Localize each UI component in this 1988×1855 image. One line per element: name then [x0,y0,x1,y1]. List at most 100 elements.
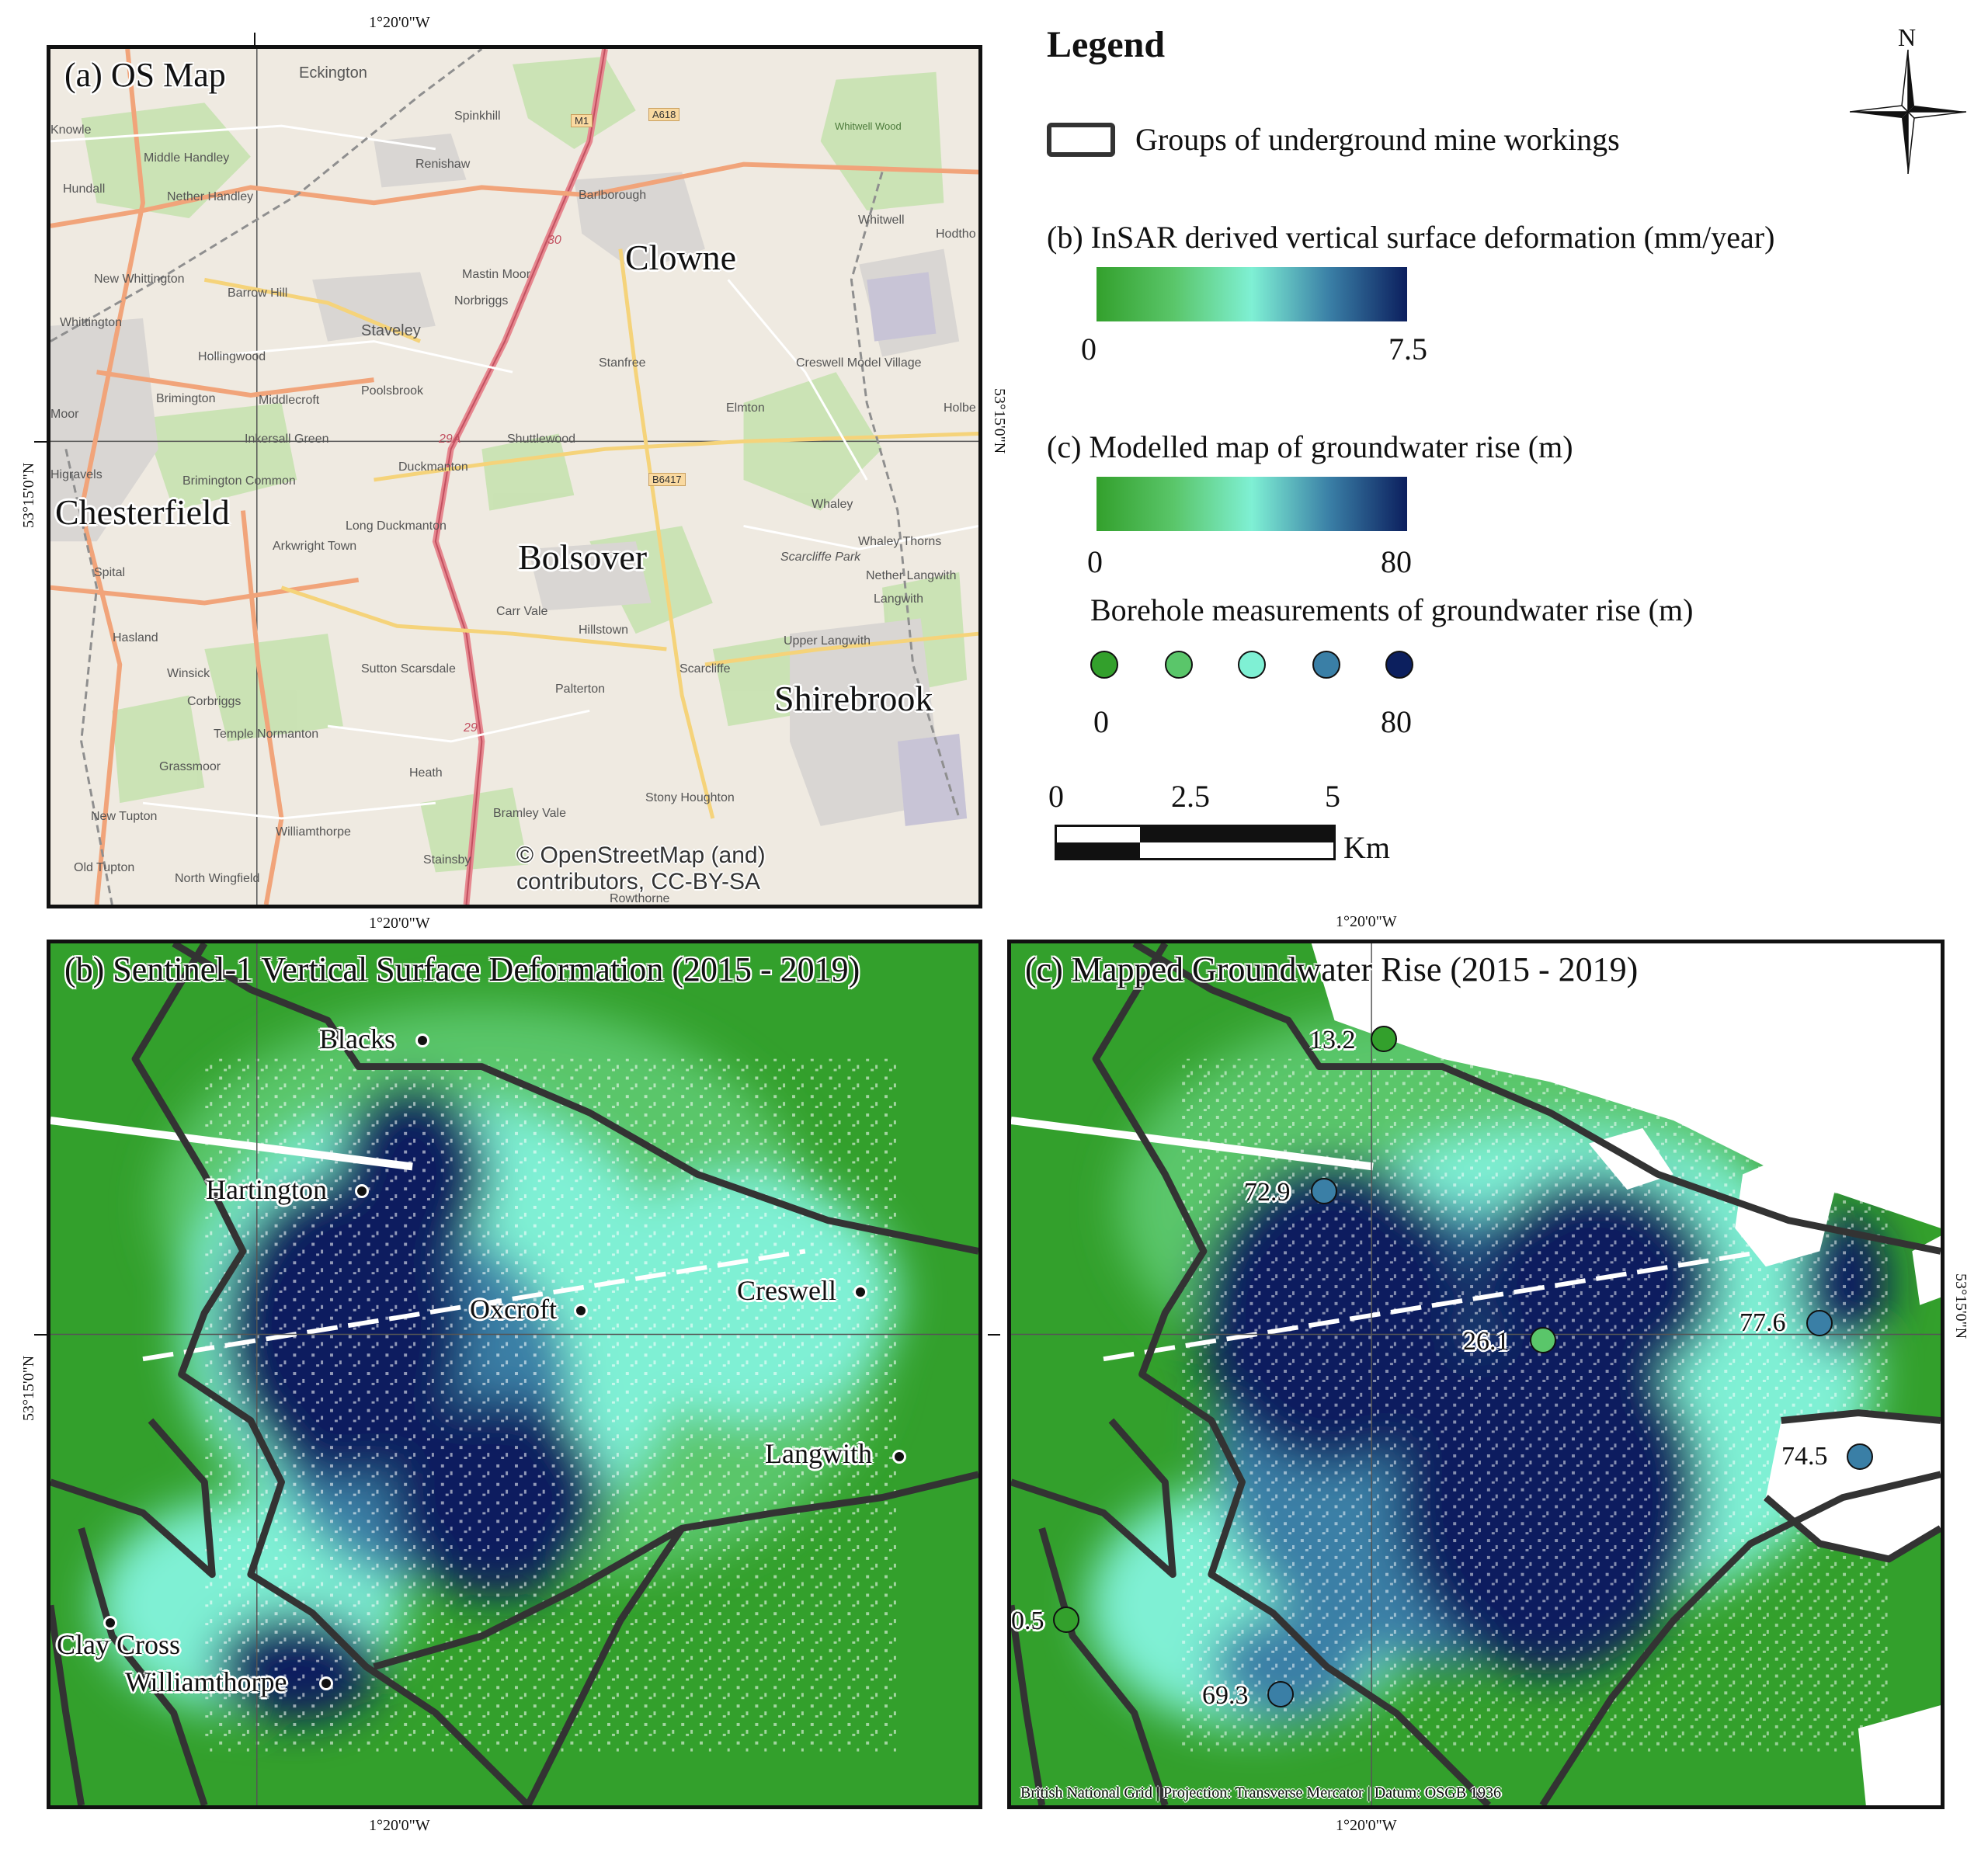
village-label: Spital [94,566,126,579]
borehole-label: 69.3 [1202,1681,1249,1710]
scale-unit: Km [1343,830,1390,865]
tick [988,1334,1000,1336]
village-label: Barlborough [579,189,647,202]
road-shield-b6417: B6417 [648,473,686,486]
groundwater-color-ramp [1097,477,1407,531]
village-label: Hollingwood [198,350,266,363]
borehole-label: 26.1 [1463,1327,1510,1356]
village-label: Stanfree [599,356,646,370]
borehole-marker[interactable] [1530,1327,1556,1353]
village-label: Carr Vale [496,605,548,618]
groundwater-raster [1011,943,1941,1805]
road-shield-a618: A618 [648,108,680,121]
scale-label-0: 0 [1048,779,1064,814]
borehole-label: 0.5 [1011,1607,1044,1635]
borehole-label: 74.5 [1781,1442,1828,1471]
village-label: Duckmanton [398,460,468,474]
junction-label: 30 [547,234,561,247]
village-label: Whitwell Wood [835,120,902,132]
village-label: Creswell Model Village [796,356,922,370]
borehole-label: 77.6 [1740,1308,1786,1337]
lon-label-bottom-b: 1°20'0"W [369,1817,430,1834]
village-label: Hundall [63,182,106,196]
lon-label-top-c: 1°20'0"W [1336,913,1397,930]
village-label: New Tupton [91,810,158,823]
town-shirebrook: Shirebrook [774,679,933,718]
village-label: Whaley [812,498,853,511]
borehole-marker[interactable] [1267,1681,1294,1707]
village-label: Brimington Common [182,474,296,488]
borehole-marker[interactable] [1806,1310,1833,1336]
deformation-raster [50,943,978,1805]
lat-label-right-a: 53°15'0"N [991,388,1008,454]
village-label: Whittington [60,316,123,329]
deformation-map-panel[interactable]: (b) Sentinel-1 Vertical Surface Deformat… [47,940,982,1809]
village-label: Arkwright Town [273,540,357,553]
borehole-min: 0 [1093,704,1109,739]
village-label: Palterton [555,683,606,696]
place-label-langwith: Langwith [765,1438,872,1469]
legend-c-title: (c) Modelled map of groundwater rise (m) [1047,429,1573,464]
borehole-label: 72.9 [1244,1178,1291,1207]
projection-footer: British National Grid | Projection: Tran… [1020,1784,1502,1801]
village-label: New Whittington [94,273,185,286]
village-label: Nether Langwith [866,569,957,582]
village-label: Corbriggs [187,695,242,708]
village-label: Moor [50,408,79,421]
place-dot [319,1676,333,1690]
town-clowne: Clowne [625,238,737,277]
village-label: Grassmoor [159,760,221,773]
village-label: Higravels [50,468,103,481]
village-label: Temple Normanton [214,728,319,741]
scale-label-5: 5 [1325,779,1340,814]
ramp-c-min: 0 [1087,544,1103,579]
borehole-swatch [1090,651,1118,679]
place-label-blacks: Blacks [319,1023,395,1054]
os-map-panel[interactable]: (a) OS Map Clowne Chesterfield Bolsover … [47,45,982,908]
village-label: Hasland [113,631,158,644]
mine-workings-label: Groups of underground mine workings [1135,122,1620,157]
road-shield-m1: M1 [571,114,593,127]
ramp-c-max: 80 [1381,544,1412,579]
village-label: Williamthorpe [276,825,351,839]
village-label: Stony Houghton [645,791,735,804]
borehole-swatch [1165,651,1193,679]
os-basemap [50,49,978,905]
village-label: Brimington [156,392,216,405]
village-label: Long Duckmanton [346,519,447,533]
village-label: Knowle [50,123,92,137]
borehole-marker[interactable] [1847,1443,1873,1470]
village-label: Eckington [299,64,367,82]
borehole-marker[interactable] [1053,1607,1079,1633]
village-label: Middlecroft [259,394,320,407]
legend-b-title: (b) InSAR derived vertical surface defor… [1047,220,1775,255]
junction-label: 29A [439,432,461,446]
tick [254,33,255,45]
village-label: Holbe [944,401,976,415]
legend-borehole-title: Borehole measurements of groundwater ris… [1090,592,1694,627]
place-dot [892,1450,906,1464]
borehole-marker[interactable] [1371,1026,1397,1052]
lat-label-left-a: 53°15'0"N [20,462,37,528]
borehole-swatch [1312,651,1340,679]
place-label-hartington: Hartington [206,1174,327,1205]
ramp-b-min: 0 [1081,332,1097,366]
borehole-swatch [1385,651,1413,679]
village-label: Nether Handley [167,190,254,203]
village-label: Scarcliffe [679,662,731,676]
deformation-color-ramp [1097,267,1407,321]
groundwater-map-panel[interactable]: (c) Mapped Groundwater Rise (2015 - 2019… [1007,940,1945,1809]
place-dot [355,1184,369,1198]
borehole-swatch [1238,651,1266,679]
borehole-max: 80 [1381,704,1412,739]
village-label: Middle Handley [144,151,230,165]
village-label: Upper Langwith [784,634,871,648]
panel-b-title: (b) Sentinel-1 Vertical Surface Deformat… [64,950,860,988]
village-label: Renishaw [415,158,471,171]
borehole-marker[interactable] [1311,1178,1337,1204]
compass-rose-icon [1850,50,1966,174]
village-label: Rowthorne [610,892,670,905]
village-label: North Wingfield [175,872,260,885]
place-label-williamthorpe: Williamthorpe [125,1666,287,1697]
north-label: N [1898,23,1917,51]
